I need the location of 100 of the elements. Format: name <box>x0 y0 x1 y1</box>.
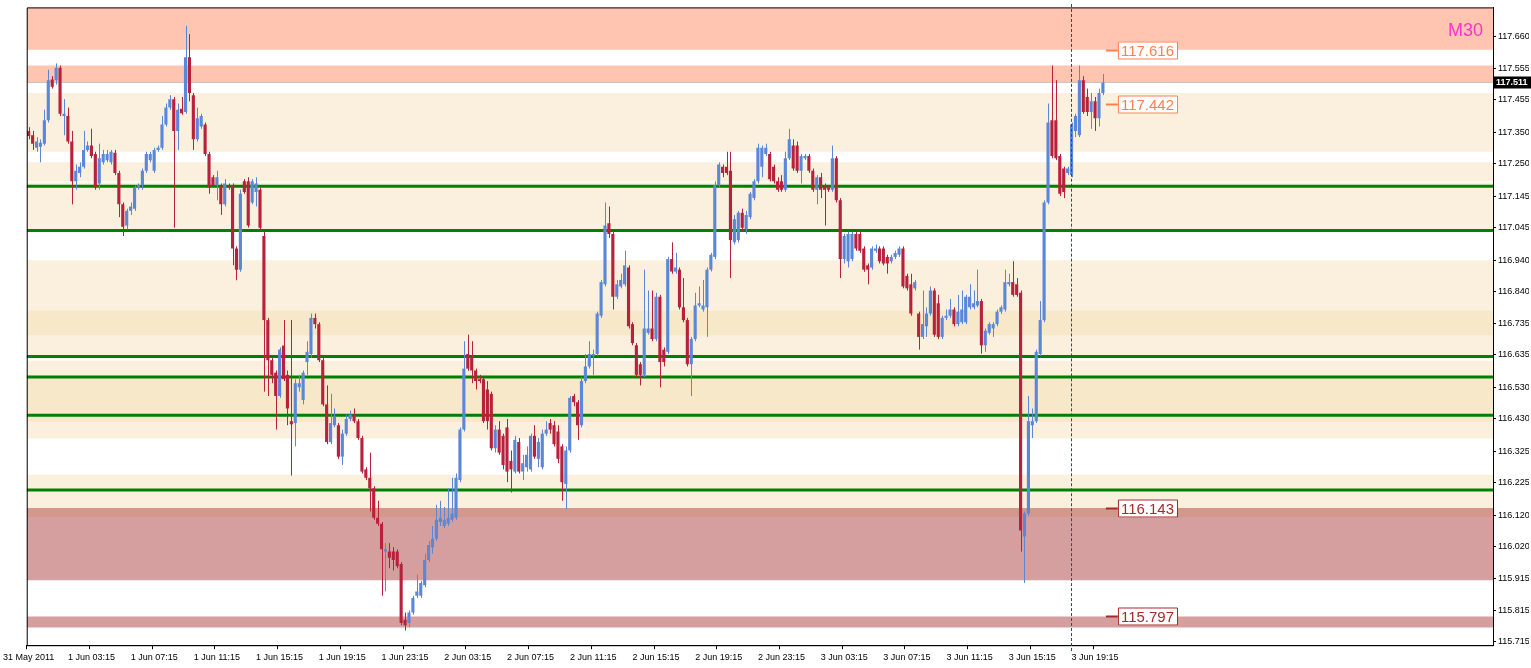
candlestick <box>54 62 58 86</box>
ref-line-label: 117.616 <box>1120 41 1175 59</box>
candlestick <box>670 241 674 275</box>
y-tick-label: 116.020 <box>1498 540 1530 551</box>
candlestick <box>760 145 764 178</box>
x-tick-label: 2 Jun 03:15 <box>444 652 492 663</box>
candlestick <box>62 98 66 136</box>
candlestick <box>254 176 258 208</box>
candlestick <box>928 285 932 317</box>
candlestick <box>952 306 956 327</box>
candlestick <box>391 546 395 572</box>
candlestick <box>466 334 470 372</box>
candlestick <box>650 290 654 342</box>
candlestick <box>740 208 744 233</box>
x-tick-label: 1 Jun 11:15 <box>193 652 241 663</box>
x-tick-label: 31 May 2011 <box>3 652 55 663</box>
candlestick <box>591 349 595 376</box>
candlestick <box>223 178 227 208</box>
y-tick-label: 116.325 <box>1498 445 1530 456</box>
ref-line-label: 116.143 <box>1120 499 1175 517</box>
candlestick <box>415 574 419 599</box>
y-tick-label: 117.350 <box>1498 126 1530 137</box>
x-tick-label: 1 Jun 23:15 <box>381 652 429 663</box>
candlestick <box>815 174 819 205</box>
x-tick-label: 3 Jun 03:15 <box>820 652 868 663</box>
y-tick-label: 116.120 <box>1498 509 1530 520</box>
candlestick <box>681 277 685 323</box>
candlestick <box>125 208 129 231</box>
x-tick-label: 1 Jun 07:15 <box>130 652 178 663</box>
ref-line-label: 117.442 <box>1120 95 1175 113</box>
candlestick <box>219 183 223 216</box>
candlestick <box>921 290 925 340</box>
y-tick-label: 116.840 <box>1498 285 1530 296</box>
candlestick <box>387 542 391 569</box>
candlestick <box>971 290 976 310</box>
candlestick <box>799 153 803 184</box>
candlestick <box>842 233 846 264</box>
candlestick <box>521 454 525 481</box>
x-tick-label: 2 Jun 07:15 <box>506 652 555 663</box>
x-tick-label: 3 Jun 15:15 <box>1008 652 1056 663</box>
ref-line-label: 115.797 <box>1120 607 1175 625</box>
y-tick-label: 117.145 <box>1498 190 1530 201</box>
candlestick <box>450 477 454 523</box>
y-tick-label: 116.735 <box>1498 318 1530 329</box>
x-tick-label: 2 Jun 23:15 <box>757 652 805 663</box>
candlestick <box>615 279 619 300</box>
x-tick-label: 1 Jun 19:15 <box>318 652 366 663</box>
y-tick-label: 117.250 <box>1498 158 1530 169</box>
candlestick <box>787 128 791 161</box>
y-tick-label: 116.635 <box>1498 349 1530 360</box>
x-tick-label: 1 Jun 03:15 <box>67 652 115 663</box>
candlestick <box>870 245 874 271</box>
candlestick <box>344 414 348 437</box>
candlestick <box>956 294 960 327</box>
candlestick <box>1022 510 1027 584</box>
ref-line-label: 117.511 <box>1496 76 1528 87</box>
candlestick <box>176 103 180 151</box>
candlestick <box>1089 92 1093 130</box>
x-tick-label: 3 Jun 19:15 <box>1071 652 1119 663</box>
candlestick <box>250 178 254 205</box>
y-tick-label: 117.660 <box>1498 30 1530 41</box>
candlestick <box>31 130 35 151</box>
candlestick <box>583 353 587 384</box>
candlestick <box>442 506 446 529</box>
candlestick <box>446 487 450 527</box>
candlestick <box>493 424 497 454</box>
candlestick <box>1093 96 1097 132</box>
candlestick <box>674 252 678 275</box>
candlestick <box>340 429 344 466</box>
x-tick-label: 2 Jun 19:15 <box>695 652 743 663</box>
y-tick-label: 117.555 <box>1498 63 1530 74</box>
candlestick <box>195 107 199 142</box>
y-tick-label: 117.045 <box>1498 221 1530 232</box>
x-tick-label: 3 Jun 11:15 <box>946 652 993 663</box>
candlestick <box>144 151 148 174</box>
candlestick <box>536 437 540 468</box>
candlestick <box>587 340 591 370</box>
annotation: M30 <box>1447 20 1483 41</box>
candlestick <box>329 393 333 445</box>
candlestick <box>940 315 944 340</box>
candlestick <box>732 214 736 245</box>
candlestick <box>74 164 78 191</box>
candlestick <box>791 138 795 172</box>
y-tick-label: 116.430 <box>1498 413 1530 424</box>
x-tick-label: 1 Jun 15:15 <box>256 652 304 663</box>
y-tick-label: 115.915 <box>1498 573 1530 584</box>
x-tick-label: 2 Jun 15:15 <box>632 652 680 663</box>
x-tick-label: 3 Jun 07:15 <box>883 652 931 663</box>
y-tick-label: 116.530 <box>1498 382 1530 393</box>
candlestick <box>532 424 536 460</box>
candlestick <box>819 172 823 199</box>
candlestick <box>434 504 438 542</box>
candlestick <box>917 311 921 351</box>
y-tick-label: 116.225 <box>1498 476 1530 487</box>
y-tick-label: 115.715 <box>1498 635 1530 646</box>
y-tick-label: 117.455 <box>1498 94 1530 105</box>
x-tick-label: 2 Jun 11:15 <box>570 652 617 663</box>
candlestick <box>854 231 858 252</box>
candlestick <box>983 327 987 353</box>
y-tick-label: 116.940 <box>1498 254 1530 265</box>
